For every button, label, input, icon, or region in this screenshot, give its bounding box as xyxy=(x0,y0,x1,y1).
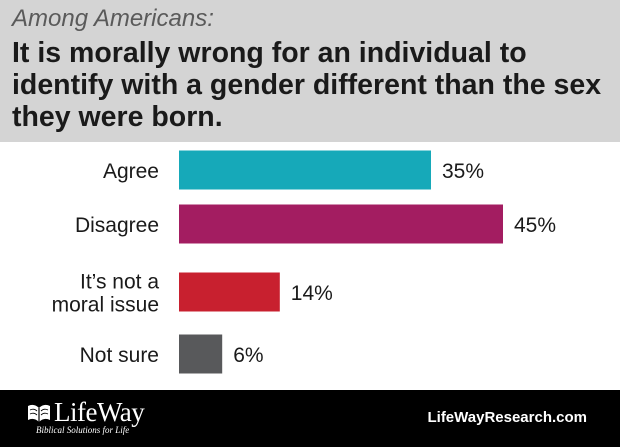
lifeway-logo[interactable]: LifeWay Biblical Solutions for Life xyxy=(26,397,156,439)
chart-title: It is morally wrong for an individual to… xyxy=(12,37,602,133)
chart-header: Among Americans: It is morally wrong for… xyxy=(0,0,620,142)
category-label-line: moral issue xyxy=(52,294,159,317)
category-label: Disagree xyxy=(75,214,159,237)
chart-subtitle: Among Americans: xyxy=(12,5,214,32)
logo-tagline: Biblical Solutions for Life xyxy=(36,425,130,435)
category-label-line: Agree xyxy=(103,160,159,183)
category-label: Not sure xyxy=(80,344,159,367)
bar xyxy=(179,334,223,374)
website-link[interactable]: LifeWayResearch.com xyxy=(427,409,587,426)
bar-chart-svg: Agree 35% Disagree 45% It’s not a moral issue… xyxy=(52,150,556,374)
value-label: 45% xyxy=(514,214,556,237)
logo-name: LifeWay xyxy=(54,397,145,427)
bar-chart: Agree 35% Disagree 45% It’s not a moral issue… xyxy=(0,142,620,390)
bar xyxy=(179,150,431,190)
value-label: 14% xyxy=(291,282,333,305)
category-label-line: Disagree xyxy=(75,214,159,237)
category-label: It’s not a moral issue xyxy=(52,271,160,317)
value-label: 6% xyxy=(233,344,263,367)
open-book-icon xyxy=(28,404,50,422)
category-label-line: Not sure xyxy=(80,344,159,367)
category-label: Agree xyxy=(103,160,159,183)
bar xyxy=(179,272,280,312)
category-label-line: It’s not a xyxy=(80,271,159,294)
value-label: 35% xyxy=(442,160,484,183)
footer-bar: LifeWay Biblical Solutions for Life Life… xyxy=(0,390,620,447)
bar xyxy=(179,204,503,244)
